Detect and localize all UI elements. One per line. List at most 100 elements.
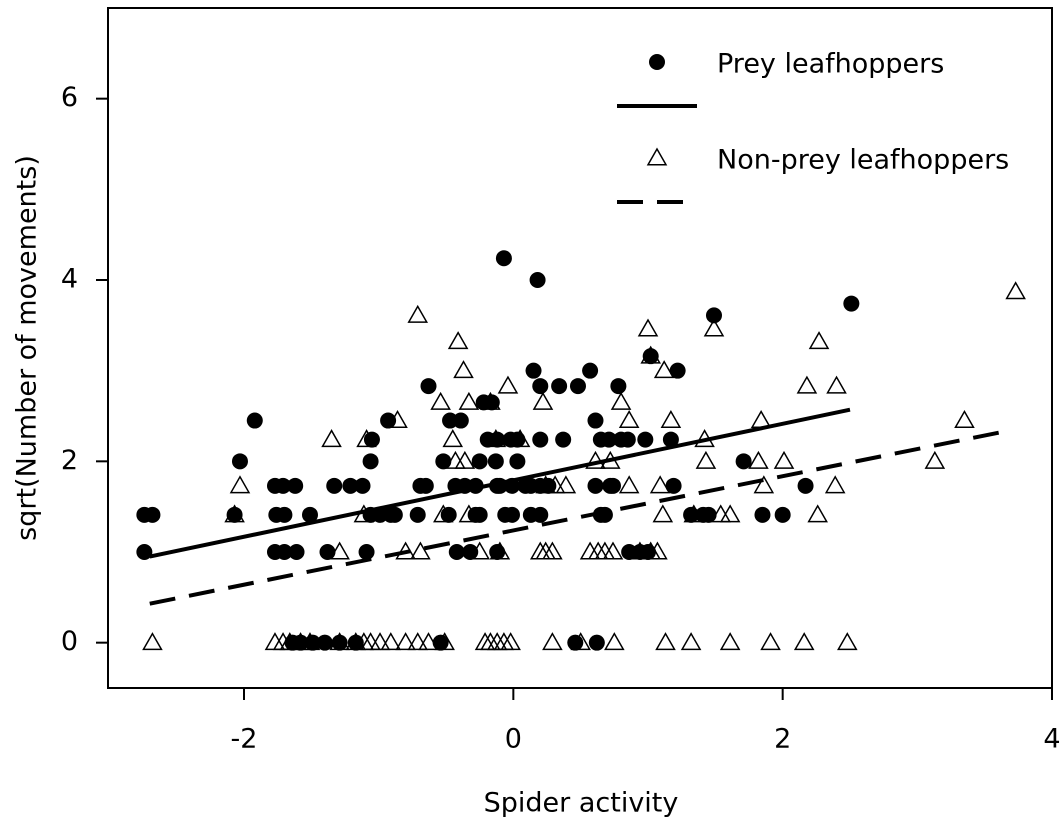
point xyxy=(588,634,605,651)
point xyxy=(434,632,455,651)
point xyxy=(700,506,717,523)
point xyxy=(469,541,490,560)
legend-label: Prey leafhoppers xyxy=(717,49,944,80)
point xyxy=(824,475,846,494)
point xyxy=(454,450,476,469)
point xyxy=(652,504,674,523)
point xyxy=(410,541,431,560)
point xyxy=(387,410,408,429)
point xyxy=(246,412,263,429)
point xyxy=(288,544,305,560)
point xyxy=(773,450,795,469)
point xyxy=(602,541,624,560)
point xyxy=(471,453,488,470)
point xyxy=(500,632,521,651)
point xyxy=(369,632,391,651)
point xyxy=(748,450,769,469)
point xyxy=(356,429,377,448)
legend-label: Non-prey leafhoppers xyxy=(717,145,1009,176)
point xyxy=(447,331,469,350)
point xyxy=(649,475,671,494)
point xyxy=(321,429,342,448)
x-tick-label: 4 xyxy=(1043,724,1060,755)
point xyxy=(610,378,627,395)
point xyxy=(224,504,245,523)
point xyxy=(542,541,563,560)
point xyxy=(347,634,364,651)
point xyxy=(600,431,617,448)
point xyxy=(954,410,975,429)
point xyxy=(551,378,568,395)
point xyxy=(924,450,946,469)
y-tick-label: 0 xyxy=(61,626,78,657)
point xyxy=(362,453,379,470)
x-axis-label: Spider activity xyxy=(484,788,679,819)
point xyxy=(353,504,375,523)
point xyxy=(226,506,243,523)
point xyxy=(647,541,668,560)
point xyxy=(279,632,301,651)
point xyxy=(754,506,771,523)
point xyxy=(497,375,519,394)
point xyxy=(409,506,426,523)
point xyxy=(826,375,847,394)
point xyxy=(774,506,791,523)
point xyxy=(485,429,507,448)
point xyxy=(750,410,772,429)
point xyxy=(629,541,651,560)
point xyxy=(276,506,293,523)
legend-marker xyxy=(649,54,665,70)
point xyxy=(358,544,375,560)
point xyxy=(640,345,661,364)
point xyxy=(495,250,512,267)
point xyxy=(618,475,640,494)
point xyxy=(619,431,636,448)
point xyxy=(532,431,549,448)
x-tick-label: 0 xyxy=(505,724,522,755)
fit-line xyxy=(149,407,851,559)
point xyxy=(570,632,591,651)
point xyxy=(442,429,464,448)
point xyxy=(435,453,452,470)
point xyxy=(342,477,359,494)
point xyxy=(417,477,434,494)
point xyxy=(719,504,741,523)
point xyxy=(1005,281,1026,300)
point xyxy=(662,431,679,448)
point xyxy=(229,475,251,494)
point xyxy=(797,477,814,494)
point xyxy=(796,375,818,394)
point xyxy=(695,450,717,469)
point xyxy=(326,477,343,494)
point xyxy=(430,391,451,410)
point xyxy=(705,307,722,324)
y-tick-label: 2 xyxy=(61,445,78,476)
point xyxy=(448,544,465,560)
point xyxy=(418,632,439,651)
point xyxy=(532,506,549,523)
point xyxy=(420,378,437,395)
point xyxy=(637,318,659,337)
point xyxy=(807,504,828,523)
y-tick-label: 4 xyxy=(61,264,78,295)
point xyxy=(433,504,454,523)
point xyxy=(600,450,621,469)
x-tick-label: 2 xyxy=(774,724,791,755)
point xyxy=(452,412,469,429)
point xyxy=(555,475,577,494)
point xyxy=(544,475,566,494)
legend-marker xyxy=(646,147,668,166)
point xyxy=(703,318,725,337)
point xyxy=(301,506,318,523)
plot-frame xyxy=(107,7,1053,689)
point xyxy=(453,360,474,379)
point xyxy=(525,362,542,379)
point xyxy=(144,506,161,523)
point xyxy=(462,544,479,560)
point xyxy=(386,506,403,523)
point xyxy=(503,506,520,523)
point xyxy=(587,477,604,494)
point xyxy=(407,632,429,651)
